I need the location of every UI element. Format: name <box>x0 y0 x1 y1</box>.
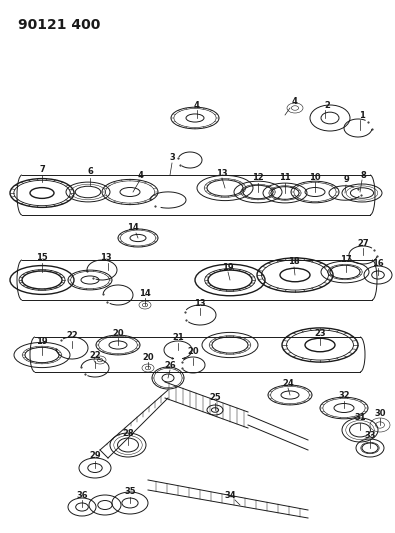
Text: 13: 13 <box>100 254 112 262</box>
Text: 25: 25 <box>209 393 221 402</box>
Text: 35: 35 <box>124 488 136 497</box>
Text: 26: 26 <box>164 360 176 369</box>
Text: 36: 36 <box>76 490 88 499</box>
Text: 20: 20 <box>187 348 199 357</box>
Text: 32: 32 <box>338 392 350 400</box>
Text: 31: 31 <box>354 414 366 423</box>
Text: 13: 13 <box>194 298 206 308</box>
Text: 1: 1 <box>359 110 365 119</box>
Text: 14: 14 <box>139 288 151 297</box>
Text: 19: 19 <box>222 262 234 271</box>
Text: 4: 4 <box>292 98 298 107</box>
Text: 24: 24 <box>282 378 294 387</box>
Text: 13: 13 <box>216 168 228 177</box>
Text: 16: 16 <box>372 259 384 268</box>
Text: 22: 22 <box>89 351 101 360</box>
Text: 6: 6 <box>87 167 93 176</box>
Text: 9: 9 <box>343 175 349 184</box>
Text: 20: 20 <box>112 328 124 337</box>
Text: 12: 12 <box>252 174 264 182</box>
Text: 23: 23 <box>314 328 326 337</box>
Text: 90121 400: 90121 400 <box>18 18 100 32</box>
Text: 10: 10 <box>309 174 321 182</box>
Text: 14: 14 <box>127 223 139 232</box>
Text: 27: 27 <box>357 238 369 247</box>
Text: 2: 2 <box>324 101 330 109</box>
Text: 18: 18 <box>288 257 300 266</box>
Text: 15: 15 <box>36 254 48 262</box>
Text: 28: 28 <box>122 429 134 438</box>
Text: 8: 8 <box>360 171 366 180</box>
Text: 3: 3 <box>169 154 175 163</box>
Text: 19: 19 <box>36 337 48 346</box>
Text: 11: 11 <box>279 174 291 182</box>
Text: 21: 21 <box>172 334 184 343</box>
Text: 30: 30 <box>374 408 386 417</box>
Text: 4: 4 <box>194 101 200 109</box>
Text: 4: 4 <box>137 171 143 180</box>
Text: 29: 29 <box>89 451 101 461</box>
Text: 33: 33 <box>364 431 376 440</box>
Text: 22: 22 <box>66 332 78 341</box>
Text: 20: 20 <box>142 352 154 361</box>
Text: 17: 17 <box>340 255 352 264</box>
Text: 34: 34 <box>224 490 236 499</box>
Text: 7: 7 <box>39 166 45 174</box>
